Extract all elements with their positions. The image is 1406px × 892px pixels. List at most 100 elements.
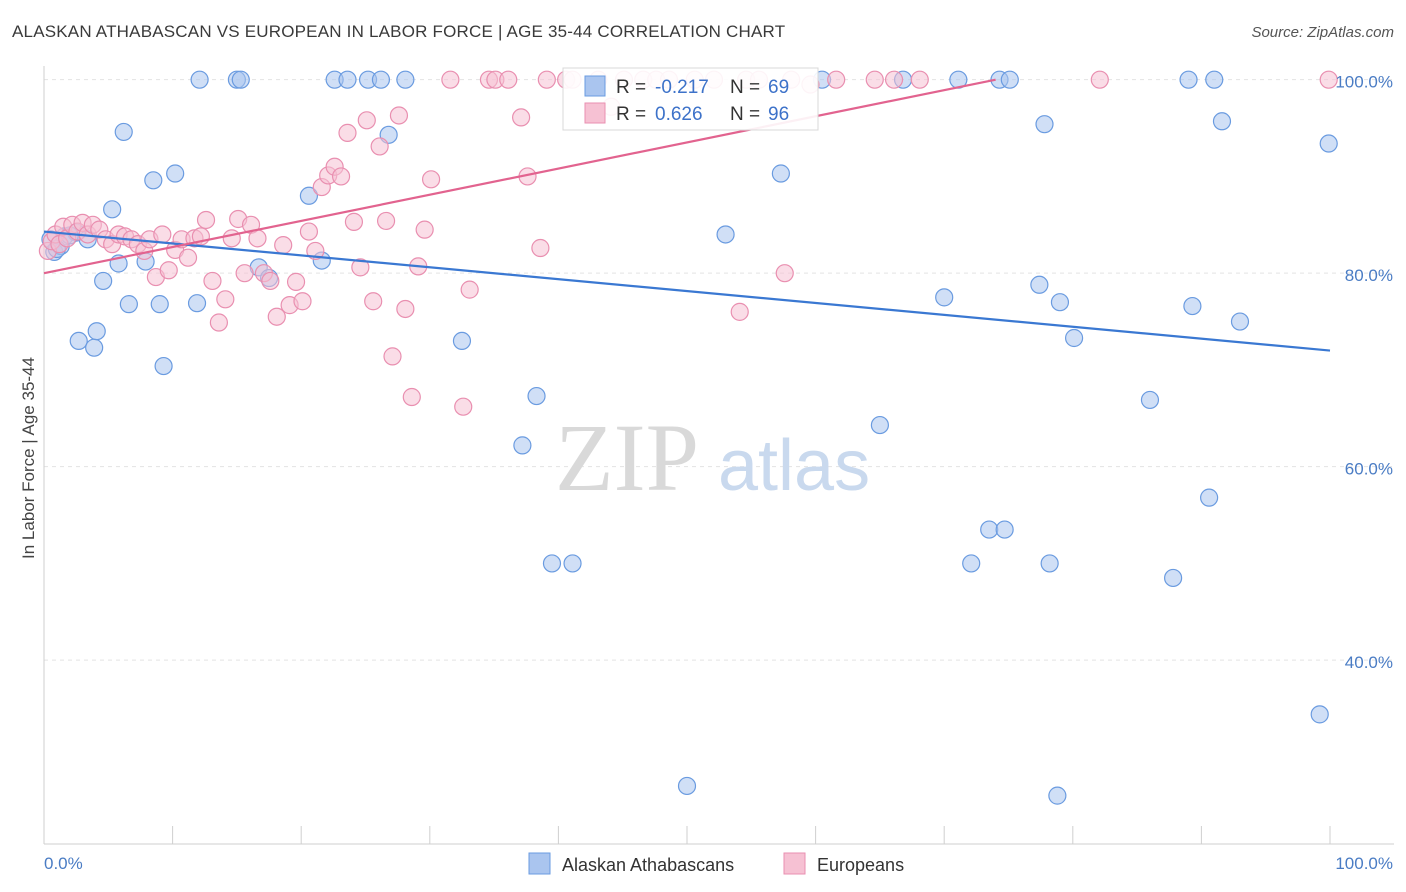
y-tick-label: 100.0% [1335,73,1393,92]
athabascan-point [1030,275,1049,294]
european-point [454,397,473,416]
european-point [421,170,441,189]
european-point [1319,70,1338,89]
european-point [178,248,198,267]
athabascan-point [563,554,582,573]
european-point [351,258,370,277]
athabascan-point [69,331,88,350]
athabascan-point [87,322,106,341]
european-point [331,167,351,186]
athabascan-point [1050,293,1070,312]
athabascan-point [513,436,532,455]
european-point [499,70,518,89]
athabascan-point [119,295,138,314]
series-legend: Alaskan Athabascans Europeans [528,852,904,875]
european-point [261,271,280,291]
european-point [203,271,222,291]
athabascan-point [1048,786,1067,805]
legend-swatch [584,75,606,97]
trend-lines [43,78,1331,352]
european-point [209,313,228,332]
athabascan-point [338,70,357,89]
athabascan-point [542,554,562,573]
european-point [235,264,254,283]
athabascan-point [935,288,954,307]
athabascan-point [452,331,472,350]
x-tick-label: 0.0% [44,854,83,873]
axes [43,66,1394,845]
athabascan-point [527,386,546,406]
european-point [274,236,293,255]
athabascan-point [396,70,415,89]
european-point [376,211,396,231]
athabascan-point [1040,554,1059,573]
european-point [338,123,357,142]
european-point [267,307,286,326]
athabascan-point [190,70,209,89]
series-legend-label: Alaskan Athabascans [562,855,734,875]
athabascan-point [1212,112,1232,131]
european-point [364,292,383,311]
athabascan-point [771,164,790,183]
european-point [196,210,216,230]
athabascan-point [94,271,113,291]
athabascan-point [1183,296,1202,316]
european-point [884,70,904,89]
european-point [389,106,409,125]
athabascan-point [103,200,122,219]
athabascan-point [166,164,185,183]
european-point [370,137,389,156]
athabascan-point [154,356,173,376]
athabascan-point [1200,488,1219,507]
european-point [299,222,319,241]
european-point [531,238,550,258]
series-legend-swatch [783,852,806,875]
legend-n-value: 69 [768,77,789,98]
legend-r-label: R = [616,77,646,98]
athabascan-point [371,70,391,89]
athabascan-point [1205,70,1224,89]
european-point [248,229,267,248]
european-point [396,299,415,319]
athabascan-point [150,295,169,314]
athabascan-point [962,554,981,573]
european-point [775,264,794,283]
athabascan-point [1035,115,1054,134]
athabascan-point [1319,134,1338,153]
y-tick-label: 60.0% [1345,460,1393,479]
chart-title: ALASKAN ATHABASCAN VS EUROPEAN IN LABOR … [12,22,786,41]
legend: R = -0.217 N = 69 R = 0.626 N = 96 [562,67,819,131]
european-trend-line [43,78,996,275]
y-axis-title: In Labor Force | Age 35-44 [19,357,38,559]
legend-r-label: R = [616,104,646,125]
athabascan-point [114,122,133,142]
athabascan-point [1164,568,1183,588]
european-point [153,225,172,244]
series-legend-swatch [528,852,551,875]
series-legend-label: Europeans [817,855,904,875]
watermark-zip: ZIP [555,404,699,511]
legend-n-label: N = [730,77,760,98]
athabascan-point [1064,328,1084,348]
athabascan-point [231,70,250,89]
athabascan-point [995,520,1014,539]
european-point [910,70,929,89]
athabascan-point [299,186,319,205]
athabascan-point [1179,70,1198,89]
athabascan-point [1230,312,1250,331]
european-point [306,241,325,261]
european-point [865,70,884,89]
athabascan-point [85,338,104,357]
european-point [1090,70,1109,89]
european-point [415,220,434,239]
y-tick-label: 40.0% [1345,653,1393,672]
european-point [827,70,846,89]
y-tick-labels: 100.0% 80.0% 60.0% 40.0% [1335,73,1393,672]
legend-n-label: N = [730,104,760,125]
watermark: ZIP atlas [555,404,870,511]
x-tick-labels: 0.0% 100.0% [44,854,1393,873]
athabascan-point [1000,70,1019,89]
european-point [383,347,402,366]
european-point [402,387,421,407]
athabascan-point [716,225,735,244]
